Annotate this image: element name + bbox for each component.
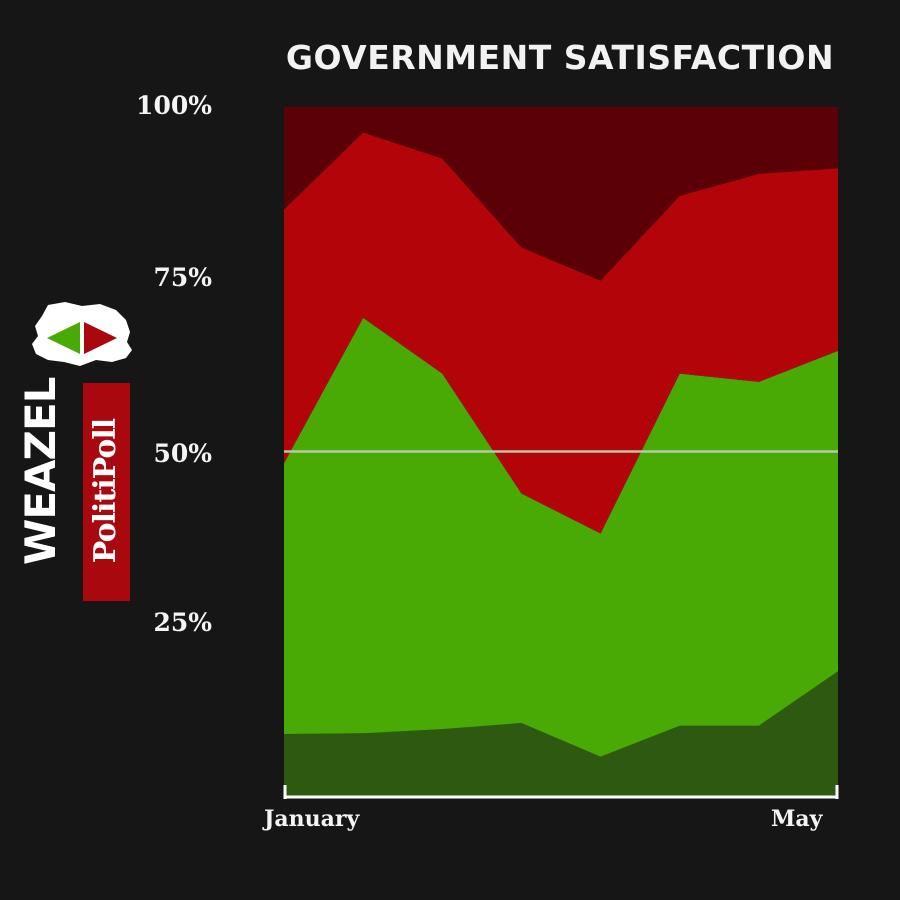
y-tick-label-50: 50% — [153, 439, 212, 468]
area-series-3 — [284, 132, 838, 534]
x-tick-label-january: January — [264, 806, 360, 832]
island-map-icon — [32, 302, 132, 366]
area-series-4 — [284, 107, 838, 281]
logo-weazel-text: WEAZEL — [16, 377, 65, 565]
chart-areas — [284, 107, 838, 796]
x-axis — [283, 785, 839, 799]
logo-politipoll-box — [83, 383, 130, 601]
left-arrow-icon — [47, 322, 80, 354]
x-tick-label-may: May — [771, 806, 823, 832]
y-tick-label-100: 100% — [136, 91, 212, 120]
y-tick-label-75: 75% — [153, 263, 212, 292]
area-series-1 — [284, 671, 838, 796]
y-tick-label-25: 25% — [153, 608, 212, 637]
chart-title: GOVERNMENT SATISFACTION — [285, 38, 835, 77]
right-arrow-icon — [84, 322, 117, 354]
weazel-politipoll-logo — [32, 302, 132, 366]
area-series-2 — [284, 317, 838, 757]
logo-politipoll-text: PolitiPoll — [88, 418, 123, 564]
